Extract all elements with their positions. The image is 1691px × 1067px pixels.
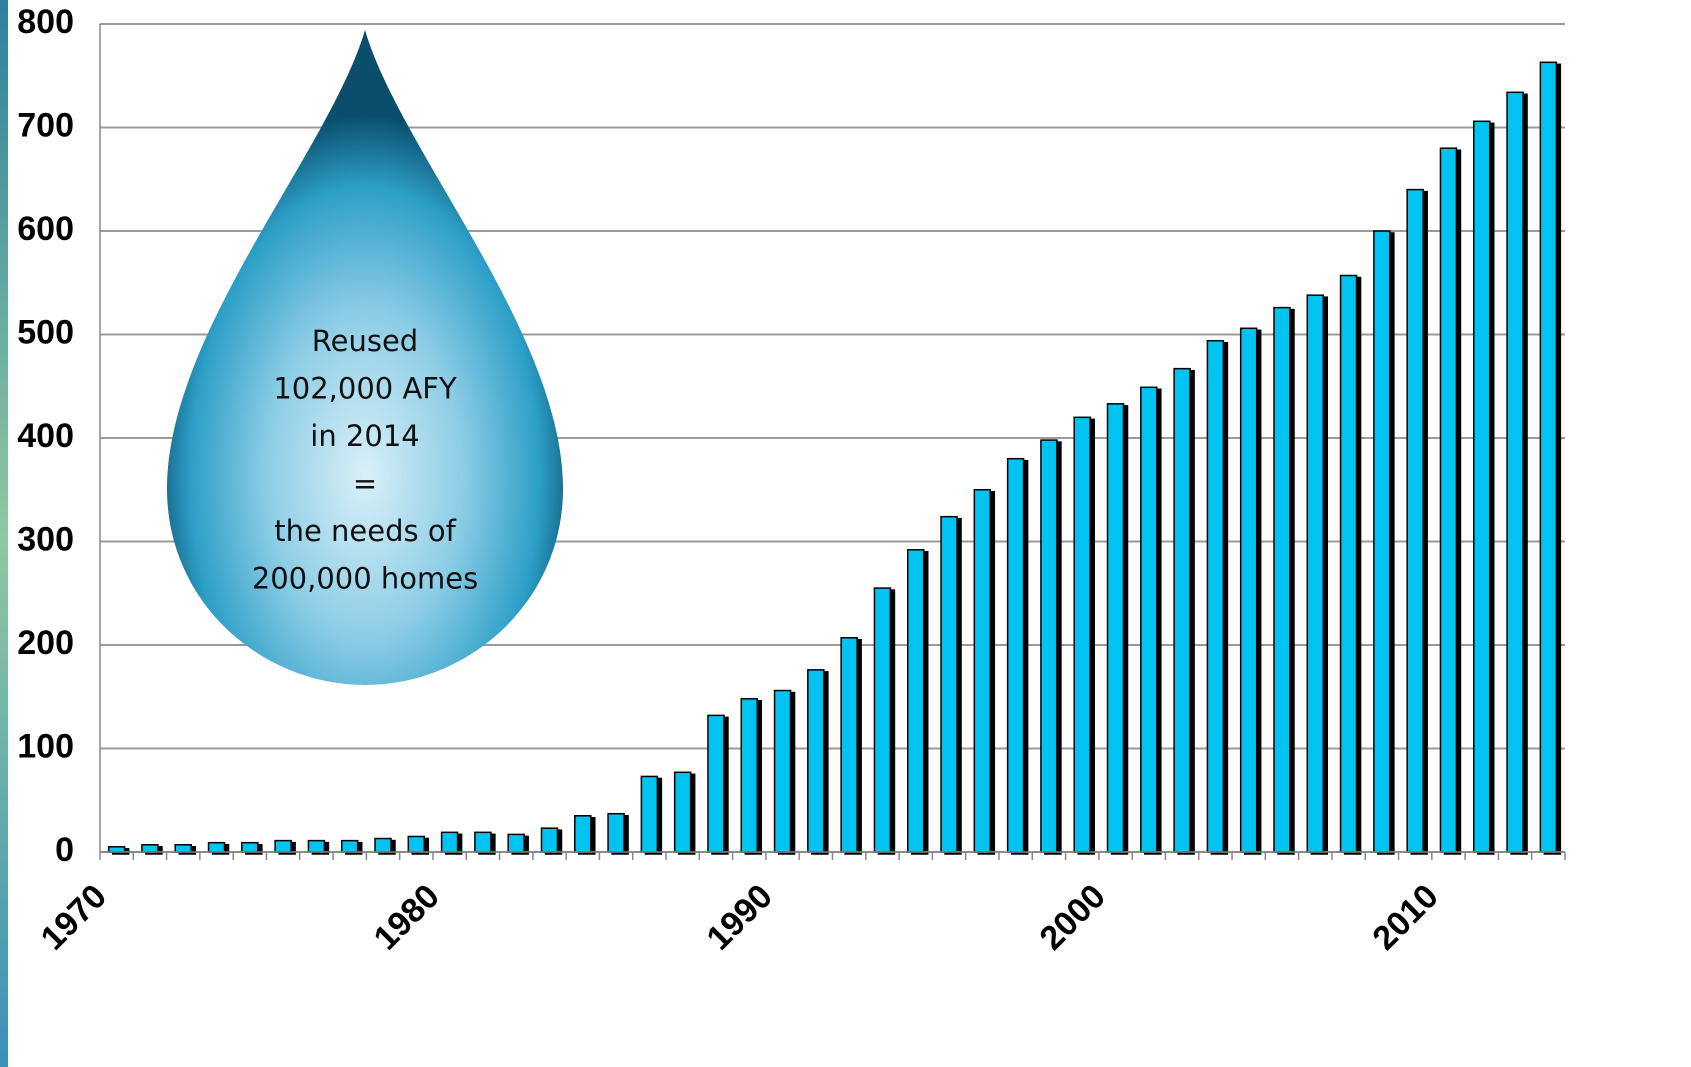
- bar: [1106, 403, 1125, 853]
- bar: [574, 815, 592, 853]
- bar: [1373, 230, 1391, 853]
- bar: [1473, 120, 1491, 853]
- x-tick-label: 1980: [367, 877, 447, 957]
- y-tick-label: 0: [55, 831, 74, 869]
- bar: [1073, 416, 1091, 853]
- annotation-line: 200,000 homes: [252, 562, 478, 596]
- bar: [1140, 386, 1158, 853]
- bar: [1239, 327, 1258, 853]
- bar: [840, 637, 858, 853]
- bar: [673, 771, 692, 853]
- bar: [207, 841, 226, 853]
- bar: [807, 669, 825, 853]
- bar: [307, 839, 326, 853]
- bar: [274, 839, 292, 853]
- bar: [474, 831, 492, 853]
- y-tick-label: 200: [17, 624, 74, 662]
- x-tick-label: 2010: [1365, 877, 1445, 957]
- y-tick-label: 300: [17, 520, 74, 558]
- bar: [1506, 91, 1524, 853]
- bar: [174, 844, 192, 853]
- y-tick-label: 800: [17, 3, 74, 41]
- annotation-line: in 2014: [310, 419, 419, 453]
- y-tick-label: 700: [17, 106, 74, 144]
- bar: [507, 833, 525, 853]
- annotation: Reused 102,000 AFY in 2014 = the needs of 200…: [252, 324, 478, 596]
- bar: [1406, 188, 1424, 853]
- x-tick-label: 2000: [1033, 877, 1113, 957]
- bar: [374, 837, 392, 853]
- bar: [1306, 294, 1325, 853]
- x-tick-label: 1990: [700, 877, 780, 957]
- bar: [1339, 274, 1358, 853]
- annotation-line: =: [353, 467, 377, 501]
- annotation-line: Reused: [312, 324, 418, 358]
- side-strip: [0, 0, 8, 1067]
- bar: [1206, 339, 1225, 853]
- bar: [1173, 367, 1191, 853]
- bar: [407, 835, 426, 853]
- bar: [607, 812, 625, 853]
- bar: [640, 775, 659, 853]
- x-tick-label: 1970: [34, 877, 114, 957]
- water-drop: [166, 30, 564, 685]
- y-tick-label: 600: [17, 210, 74, 248]
- y-tick-label: 100: [17, 727, 74, 765]
- bar: [241, 841, 259, 853]
- bar: [740, 698, 759, 853]
- bar: [540, 827, 559, 853]
- bar: [1006, 457, 1025, 853]
- bar: [1439, 147, 1458, 853]
- bar: [1273, 306, 1291, 853]
- bar: [440, 831, 459, 853]
- bar: [773, 689, 792, 853]
- bar: [340, 839, 359, 853]
- bar: [873, 587, 892, 853]
- bar: [940, 515, 958, 853]
- bar: [973, 489, 992, 853]
- annotation-line: 102,000 AFY: [273, 372, 457, 406]
- bar: [141, 844, 159, 853]
- bar: [906, 549, 925, 853]
- bar: [107, 846, 126, 853]
- annotation-line: the needs of: [274, 514, 456, 548]
- y-tick-label: 500: [17, 313, 74, 351]
- y-tick-label: 400: [17, 417, 74, 455]
- bar: [1040, 439, 1058, 853]
- bar: [707, 714, 725, 853]
- bar: [1539, 61, 1558, 853]
